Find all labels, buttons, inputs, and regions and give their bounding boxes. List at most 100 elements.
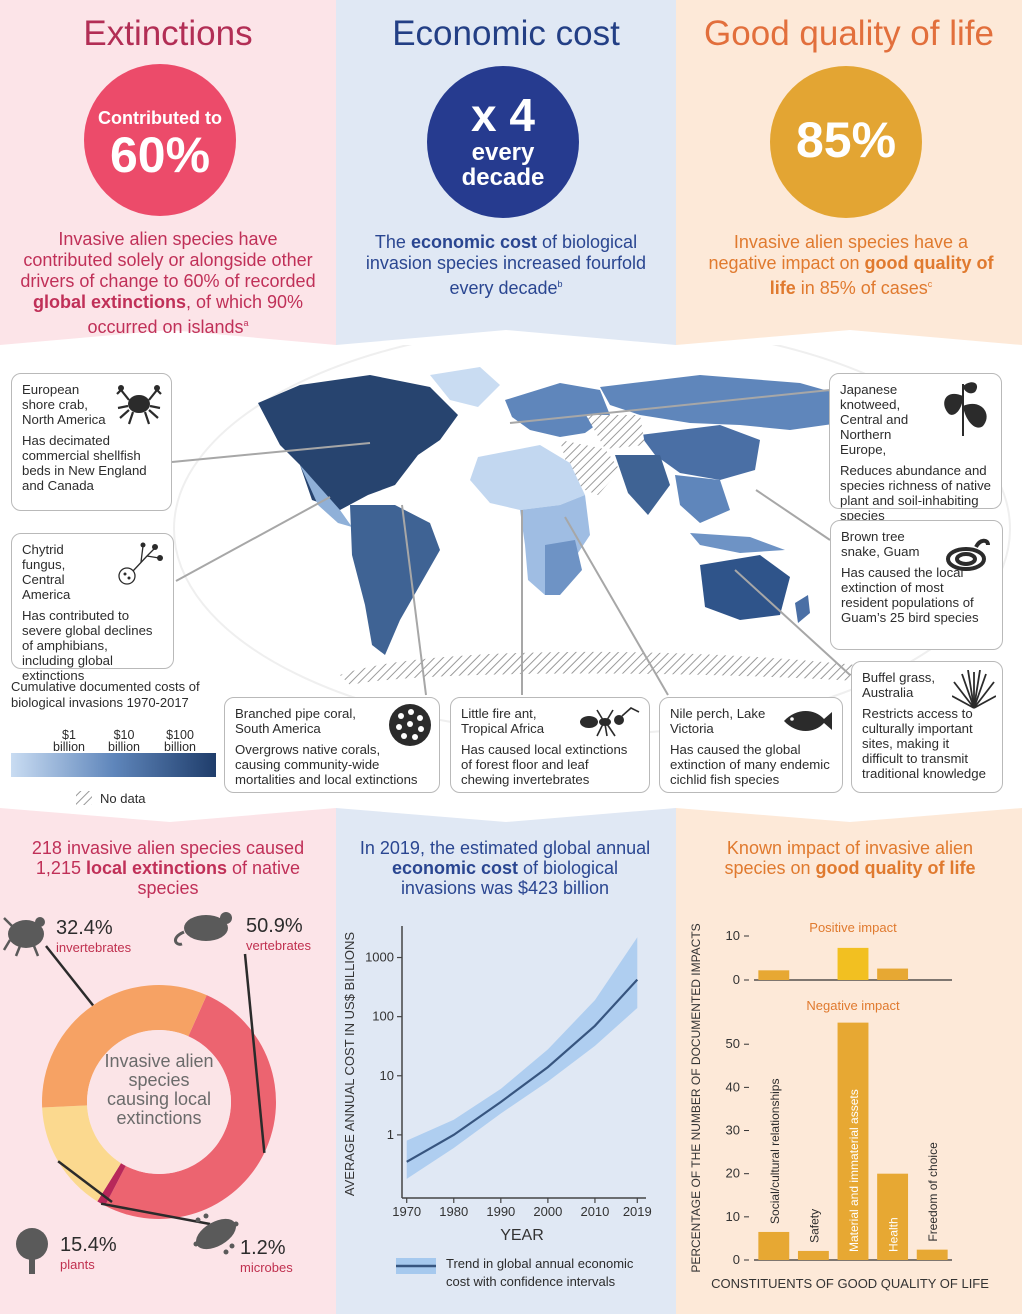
quality-chart-heading: Known impact of invasive alien species o… (702, 838, 998, 878)
category-label-2: Material and immaterial assets (847, 1089, 861, 1252)
grass-icon (952, 670, 996, 709)
card-description: Reduces abundance and species richness o… (840, 463, 991, 523)
extinctions-description: Invasive alien species have contributed … (12, 229, 324, 338)
north-asia (600, 375, 860, 430)
x-tick-label: 1980 (439, 1204, 468, 1219)
card-description: Overgrows native corals, causing communi… (235, 742, 418, 787)
bug-head (35, 917, 45, 927)
category-label-1: Safety (807, 1209, 821, 1243)
economic-circle-decade: decade (461, 164, 545, 191)
x-tick-label: 2000 (533, 1204, 562, 1219)
australia (700, 555, 790, 620)
card-chytrid-fungus: Chytrid fungus, Central America Has cont… (11, 533, 174, 683)
cost-chart-legend-label: Trend in global annual economic cost wit… (446, 1256, 634, 1289)
greenland (430, 367, 500, 407)
quality-title: Good quality of life (704, 14, 994, 53)
extinctions-chart-heading: 218 invasive alien species caused 1,215 … (20, 838, 316, 898)
tree-icon (16, 1228, 48, 1274)
economic-desc-text: The (374, 232, 411, 252)
y-axis-label: AVERAGE ANNUAL COST IN US$ BILLIONS (342, 932, 357, 1197)
bug-leg (14, 945, 22, 957)
heading-bold: economic cost (391, 858, 518, 878)
donut-slice-plants (42, 1105, 122, 1202)
snake-icon (946, 538, 990, 571)
economic-circle-every: every (471, 139, 535, 166)
microbe-body (196, 1218, 236, 1250)
rat-tail (174, 930, 185, 946)
card-title: Buffel grass, Australia (862, 670, 936, 700)
bug-leg (2, 939, 12, 951)
extinctions-circle-value: 60% (109, 127, 211, 183)
economic-circle-value: x 4 (471, 89, 535, 141)
card-title: Brown tree snake, Guam (841, 529, 920, 559)
quality-circle: 85% (770, 66, 922, 218)
extinctions-panel: Extinctions Contributed to 60% Invasive … (0, 0, 336, 345)
extinctions-desc-text: Invasive alien species have contributed … (20, 229, 316, 291)
negative-tick-label: 40 (726, 1079, 740, 1094)
quality-footnote: c (927, 279, 933, 289)
east-asia (640, 425, 760, 480)
negative-tick-label: 0 (733, 1252, 740, 1267)
indonesia (690, 533, 785, 553)
new-zealand (795, 595, 810, 623)
world-map (11, 345, 1011, 805)
confidence-band (406, 937, 638, 1179)
top-band: Extinctions Contributed to 60% Invasive … (0, 0, 1022, 360)
card-description: Has contributed to severe global decline… (22, 608, 153, 683)
heading-bold: local extinctions (85, 858, 228, 878)
microbe-dot (229, 1243, 235, 1249)
y-tick-label: 10 (380, 1068, 394, 1083)
card-brown-tree-snake: Brown tree snake, Guam Has caused the lo… (830, 520, 1003, 650)
negative-bar-1 (797, 1250, 829, 1260)
donut-category-plants: plants (60, 1257, 95, 1272)
quality-bar-chart: Positive impact 0 10 Negative impact 0 10 20 30… (689, 920, 989, 1291)
donut-hole (87, 1030, 231, 1174)
card-title: European shore crab, North America (22, 382, 106, 427)
negative-bar-0 (758, 1231, 790, 1260)
heading-text: In 2019, the estimated global annual (359, 838, 651, 858)
bottom-band: 218 invasive alien species caused 1,215 … (0, 800, 1022, 1314)
donut-leader-vertebrates (243, 953, 266, 1153)
donut-value-microbes: 1.2% (240, 1237, 286, 1259)
microbe-dot (203, 1213, 209, 1219)
y-tick-label: 1 (387, 1127, 394, 1142)
extinctions-circle-label: Contributed to (98, 108, 222, 128)
positive-bar-3 (877, 968, 909, 980)
donut-slice-vertebrates (104, 995, 276, 1219)
extinctions-circle: Contributed to 60% (84, 64, 236, 216)
microbe-icon (193, 1213, 239, 1255)
x-tick-label: 2010 (580, 1204, 609, 1219)
card-nile-perch: Nile perch, Lake Victoria Has caused the… (659, 697, 843, 793)
positive-bar-2 (837, 947, 869, 980)
antarctica-nodata (340, 651, 900, 685)
donut-category-vertebrates: vertebrates (246, 938, 312, 953)
ant-icon (580, 707, 640, 737)
quality-desc-end: in 85% of cases (795, 278, 928, 298)
card-japanese-knotweed: Japanese knotweed, Central and Northern … (829, 373, 1002, 523)
category-label-4: Freedom of choice (926, 1142, 940, 1242)
y-tick-label: 100 (372, 1009, 394, 1024)
donut-category-invertebrates: invertebrates (56, 940, 132, 955)
negative-impact-title: Negative impact (806, 998, 900, 1013)
positive-bar-0 (758, 970, 790, 980)
rat-icon (174, 912, 232, 946)
negative-tick-label: 10 (726, 1209, 740, 1224)
central-asia-nodata (586, 415, 645, 449)
donut-value-plants: 15.4% (60, 1234, 117, 1256)
africa-north (470, 445, 585, 510)
card-title: Little fire ant, Tropical Africa (461, 706, 545, 736)
card-description: Has decimated commercial shellfish beds … (22, 433, 147, 493)
negative-tick-label: 20 (726, 1166, 740, 1181)
tree-crown (16, 1228, 48, 1260)
quality-desc-text: Invasive alien species have a negative i… (708, 232, 969, 273)
extinctions-desc-bold: global extinctions (32, 292, 186, 312)
central-america (300, 465, 352, 527)
extinctions-desc-end: , of which 90% occurred on islands (87, 292, 304, 337)
donut-leader-invertebrates (45, 945, 95, 1007)
extinctions-donut-chart: 50.9%vertebrates 1.2%microbes 15.4%plants 3… (2, 912, 312, 1275)
microbe-dot (193, 1241, 199, 1247)
extinctions-footnote: a (243, 318, 249, 328)
europe (505, 383, 610, 437)
tree-trunk (29, 1254, 35, 1274)
legend-color-bar (11, 753, 216, 777)
